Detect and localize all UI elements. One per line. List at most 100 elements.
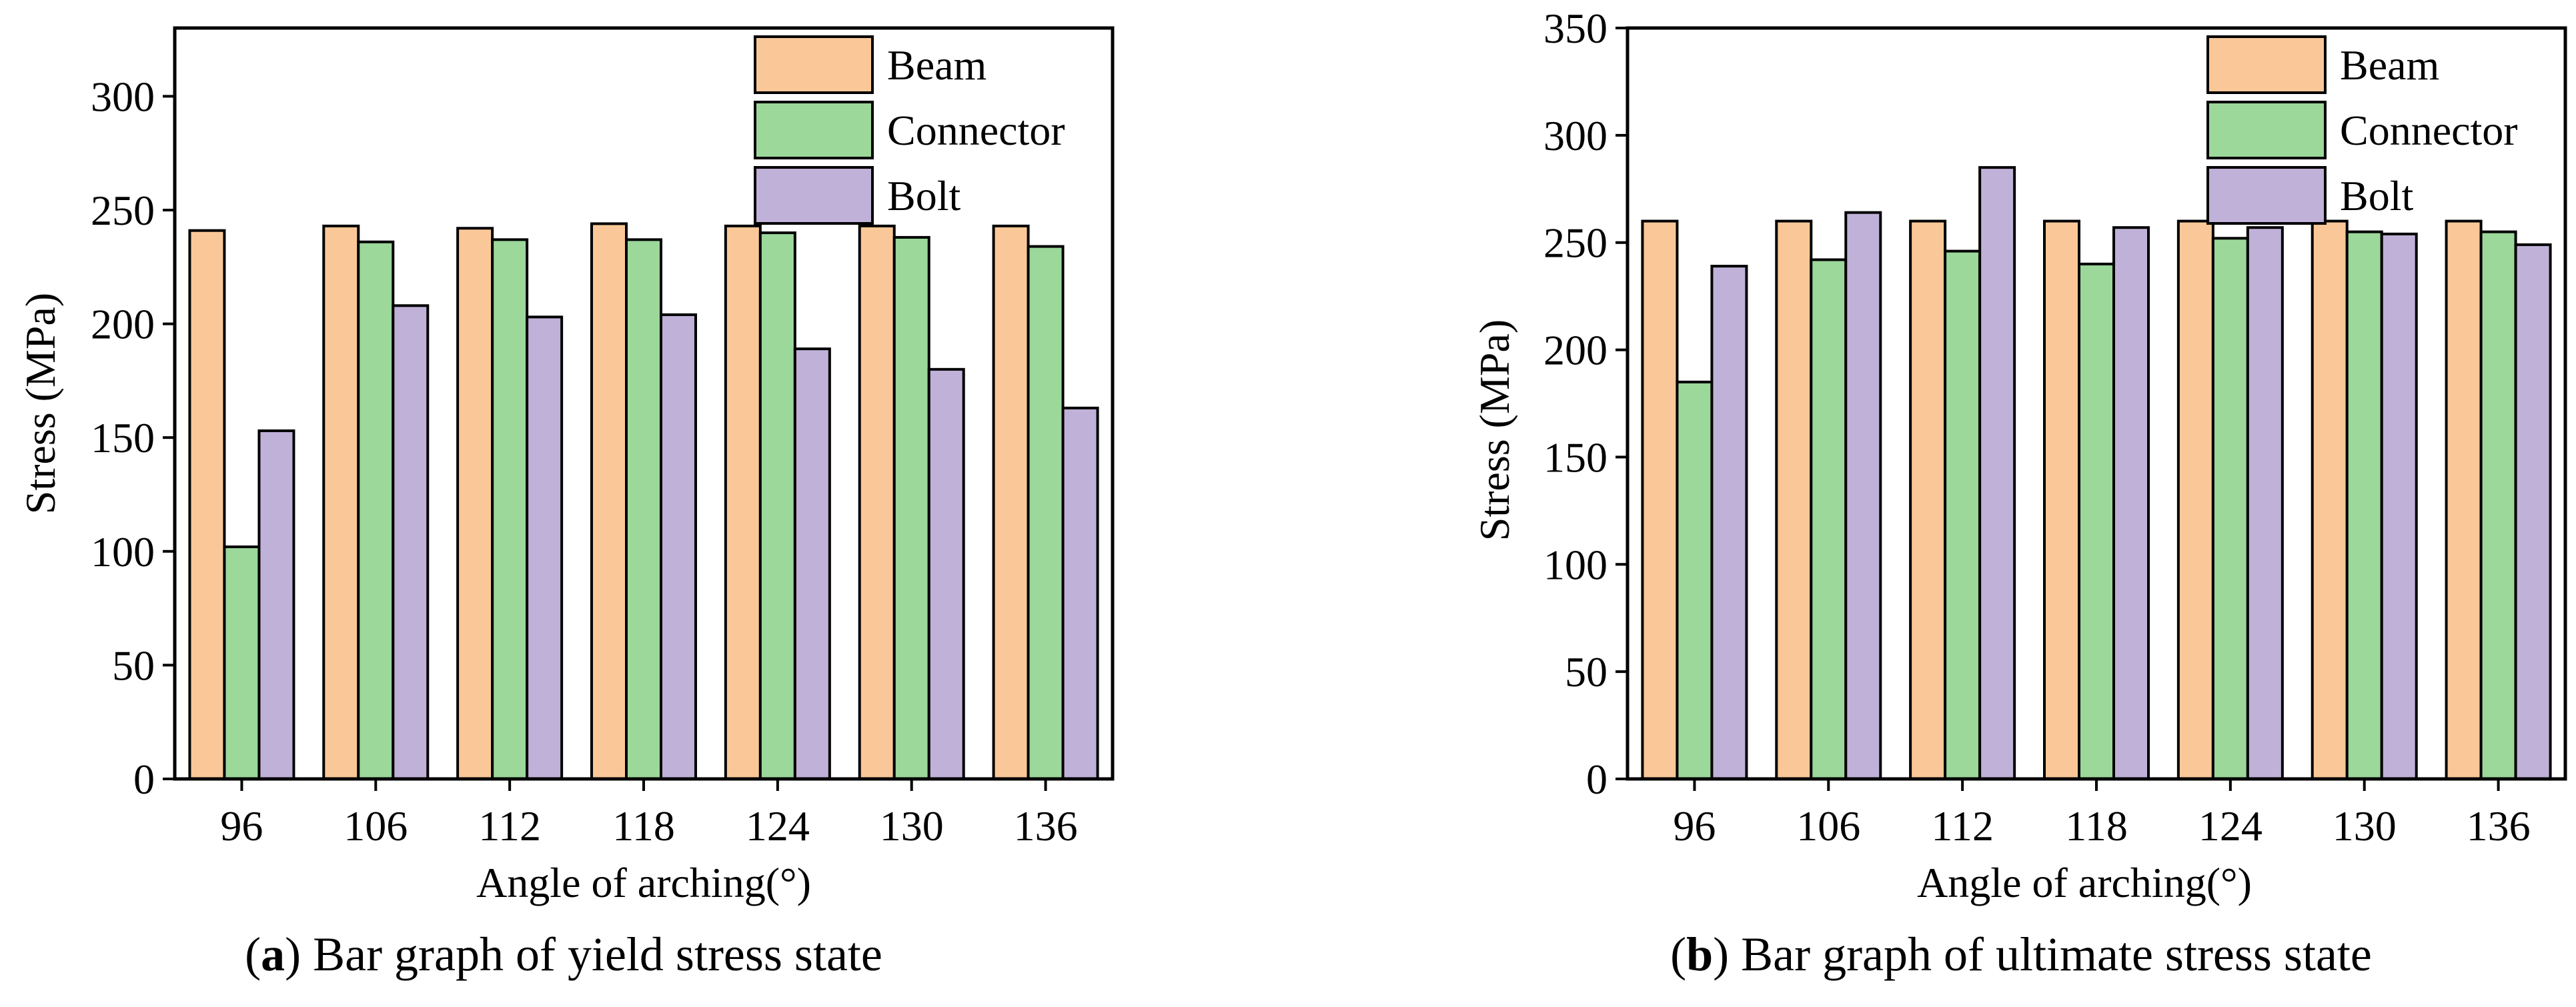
chart-a-caption: (a) Bar graph of yield stress state: [245, 928, 882, 981]
x-tick-label-a-106: 106: [344, 802, 408, 850]
bar-b-connector-124: [2211, 237, 2249, 780]
bar-b-bolt-106: [1844, 211, 1882, 781]
y-tick-label-b-300: 300: [1543, 112, 1607, 159]
chart-a-bars: [188, 222, 1099, 781]
legend-label-a-connector: Connector: [887, 107, 1065, 154]
bar-a-connector-106: [357, 240, 395, 780]
bar-a-bolt-136: [1061, 406, 1099, 780]
y-tick-label-a-0: 0: [133, 756, 155, 803]
x-tick-label-b-112: 112: [1931, 802, 1994, 850]
y-tick-label-a-200: 200: [91, 301, 155, 348]
bar-a-bolt-112: [526, 315, 564, 780]
bar-a-connector-136: [1027, 245, 1065, 780]
chart-b-caption-text: Bar graph of ultimate stress state: [1729, 928, 2372, 981]
y-tick-label-b-350: 350: [1543, 5, 1607, 52]
bar-a-connector-96: [223, 545, 261, 780]
bar-b-beam-106: [1775, 219, 1813, 780]
legend-swatch-a-bolt: [754, 166, 874, 225]
x-tick-label-a-136: 136: [1014, 802, 1078, 850]
bar-b-beam-96: [1641, 219, 1679, 780]
bar-b-beam-112: [1909, 219, 1947, 780]
legend-label-a-bolt: Bolt: [887, 172, 960, 219]
bar-a-connector-112: [491, 238, 529, 780]
bar-b-bolt-96: [1710, 265, 1748, 780]
y-tick-label-a-250: 250: [91, 187, 155, 234]
bar-a-beam-136: [992, 224, 1030, 780]
x-tick-label-b-96: 96: [1673, 802, 1716, 850]
chart-b-legend: Beam Connector Bolt: [2206, 35, 2518, 225]
bar-a-bolt-106: [392, 304, 430, 780]
bar-a-connector-118: [625, 238, 662, 780]
chart-a-legend: Beam Connector Bolt: [754, 35, 1065, 225]
x-tick-label-b-124: 124: [2198, 802, 2263, 850]
chart-b-bars: [1641, 166, 2552, 781]
bar-b-beam-130: [2311, 219, 2349, 780]
bar-b-bolt-124: [2246, 226, 2284, 780]
bar-a-beam-124: [724, 224, 762, 780]
x-tick-label-a-112: 112: [478, 802, 541, 850]
y-tick-label-a-300: 300: [91, 73, 155, 120]
bar-b-bolt-136: [2514, 243, 2552, 780]
bar-a-beam-96: [188, 229, 226, 781]
chart-a-panel-letter: a: [261, 928, 285, 981]
chart-b-panel-letter: b: [1686, 928, 1713, 981]
y-tick-label-b-250: 250: [1543, 219, 1607, 267]
bar-b-connector-118: [2078, 262, 2115, 780]
chart-b-caption: (b) Bar graph of ultimate stress state: [1670, 928, 2372, 981]
chart-b-y-axis-label: Stress (MPa): [1471, 319, 1518, 541]
x-tick-label-b-136: 136: [2467, 802, 2531, 850]
x-tick-label-a-96: 96: [220, 802, 263, 850]
bar-b-bolt-118: [2112, 226, 2150, 780]
y-tick-label-b-100: 100: [1543, 541, 1607, 588]
legend-label-a-beam: Beam: [887, 41, 987, 89]
y-tick-label-a-150: 150: [91, 414, 155, 461]
legend-label-b-bolt: Bolt: [2340, 172, 2413, 219]
bar-a-beam-130: [858, 224, 896, 780]
legend-swatch-b-bolt: [2206, 166, 2327, 225]
bar-b-connector-136: [2479, 230, 2517, 780]
y-tick-label-b-150: 150: [1543, 433, 1607, 481]
bar-a-connector-130: [892, 235, 930, 780]
bar-b-beam-136: [2445, 219, 2483, 780]
bar-b-connector-96: [1676, 380, 1714, 780]
x-tick-label-a-118: 118: [612, 802, 675, 850]
bar-a-beam-106: [322, 224, 360, 780]
y-tick-label-b-0: 0: [1586, 756, 1607, 803]
x-tick-label-b-130: 130: [2333, 802, 2397, 850]
chart-a-y-axis: 0 50 100 150 200 250 300: [91, 73, 175, 803]
x-tick-label-b-118: 118: [2065, 802, 2128, 850]
x-tick-label-b-106: 106: [1796, 802, 1860, 850]
chart-a-x-axis-label: Angle of arching(°): [476, 859, 811, 906]
legend-swatch-a-connector: [754, 101, 874, 159]
bar-b-bolt-130: [2380, 232, 2418, 780]
y-tick-label-a-50: 50: [112, 642, 155, 689]
bar-b-beam-124: [2176, 219, 2214, 780]
chart-b-x-axis: 96 106 112 118 124 130 136: [1673, 779, 2531, 850]
x-tick-label-a-130: 130: [880, 802, 944, 850]
legend-label-b-connector: Connector: [2340, 107, 2518, 154]
chart-a-y-axis-label: Stress (MPa): [17, 293, 64, 514]
bar-b-beam-118: [2043, 219, 2080, 780]
legend-swatch-b-beam: [2206, 35, 2327, 94]
bar-a-beam-112: [456, 227, 494, 780]
chart-b-x-axis-label: Angle of arching(°): [1917, 859, 2252, 906]
y-tick-label-b-200: 200: [1543, 327, 1607, 374]
bar-b-connector-112: [1944, 249, 1982, 780]
y-tick-label-a-100: 100: [91, 528, 155, 576]
legend-swatch-b-connector: [2206, 101, 2327, 159]
bar-a-beam-118: [590, 222, 628, 780]
chart-a-caption-text: Bar graph of yield stress state: [301, 928, 882, 981]
bar-b-connector-130: [2345, 230, 2383, 780]
x-tick-label-a-124: 124: [746, 802, 810, 850]
legend-label-b-beam: Beam: [2340, 41, 2439, 89]
bar-b-connector-106: [1810, 258, 1848, 780]
chart-panel-b: 0 50 100 150 200 250 300 350 96 106 112 118 124 130 1…: [1471, 5, 2567, 981]
y-tick-label-b-50: 50: [1565, 648, 1607, 696]
bar-a-bolt-130: [927, 367, 965, 780]
chart-b-y-axis: 0 50 100 150 200 250 300 350: [1543, 5, 1628, 803]
bar-a-bolt-118: [660, 313, 697, 781]
bar-b-bolt-112: [1978, 166, 2016, 781]
chart-a-x-axis: 96 106 112 118 124 130 136: [220, 779, 1078, 850]
